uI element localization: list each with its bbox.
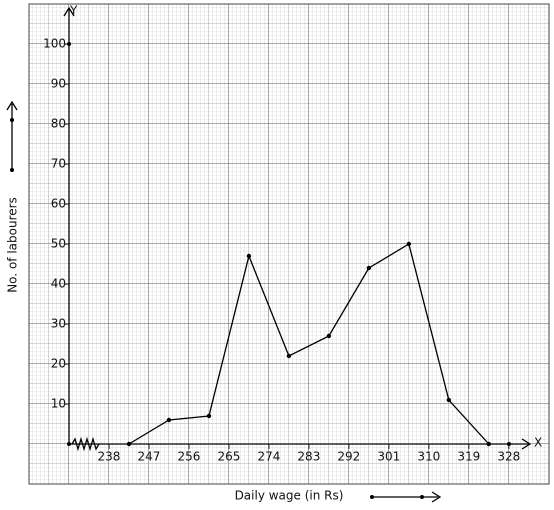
point bbox=[406, 241, 412, 247]
axes bbox=[6, 6, 532, 503]
graph-paper bbox=[28, 3, 550, 485]
x-tick-label: 247 bbox=[138, 450, 161, 464]
point bbox=[446, 397, 452, 403]
y-tick-label: 20 bbox=[51, 357, 66, 371]
point bbox=[486, 441, 491, 447]
x-tick-label: 256 bbox=[177, 450, 200, 464]
point bbox=[366, 265, 372, 271]
y-tick-label: 80 bbox=[51, 117, 66, 131]
x-tick-label: 292 bbox=[337, 450, 360, 464]
y-tick-label: 100 bbox=[43, 37, 66, 51]
x-axis-name: X bbox=[534, 436, 542, 450]
point bbox=[166, 417, 172, 423]
x-tick-label: 301 bbox=[377, 450, 400, 464]
point bbox=[126, 441, 132, 447]
y-tick-label: 70 bbox=[51, 157, 66, 171]
point bbox=[286, 353, 292, 359]
x-tick-label: 319 bbox=[457, 450, 480, 464]
y-tick-label: 30 bbox=[51, 317, 66, 331]
x-axis-label: Daily wage (in Rs) bbox=[235, 489, 344, 503]
y-axis-name: Y bbox=[69, 4, 78, 18]
y-tick-label: 90 bbox=[51, 77, 66, 91]
x-tick-label: 283 bbox=[297, 450, 320, 464]
y-axis-label: No. of labourers bbox=[6, 197, 20, 293]
point bbox=[326, 333, 332, 339]
y-tick-label: 10 bbox=[51, 397, 66, 411]
point bbox=[246, 253, 252, 259]
x-tick-label: 265 bbox=[217, 450, 240, 464]
y-tick-label: 40 bbox=[51, 277, 66, 291]
point bbox=[206, 413, 212, 419]
x-tick-label: 310 bbox=[417, 450, 440, 464]
x-tick-label: 238 bbox=[98, 450, 121, 464]
y-tick-label: 50 bbox=[51, 237, 66, 251]
x-tick-label: 328 bbox=[497, 450, 520, 464]
line bbox=[128, 242, 490, 445]
x-tick-label: 274 bbox=[257, 450, 280, 464]
y-tick-label: 60 bbox=[51, 197, 66, 211]
